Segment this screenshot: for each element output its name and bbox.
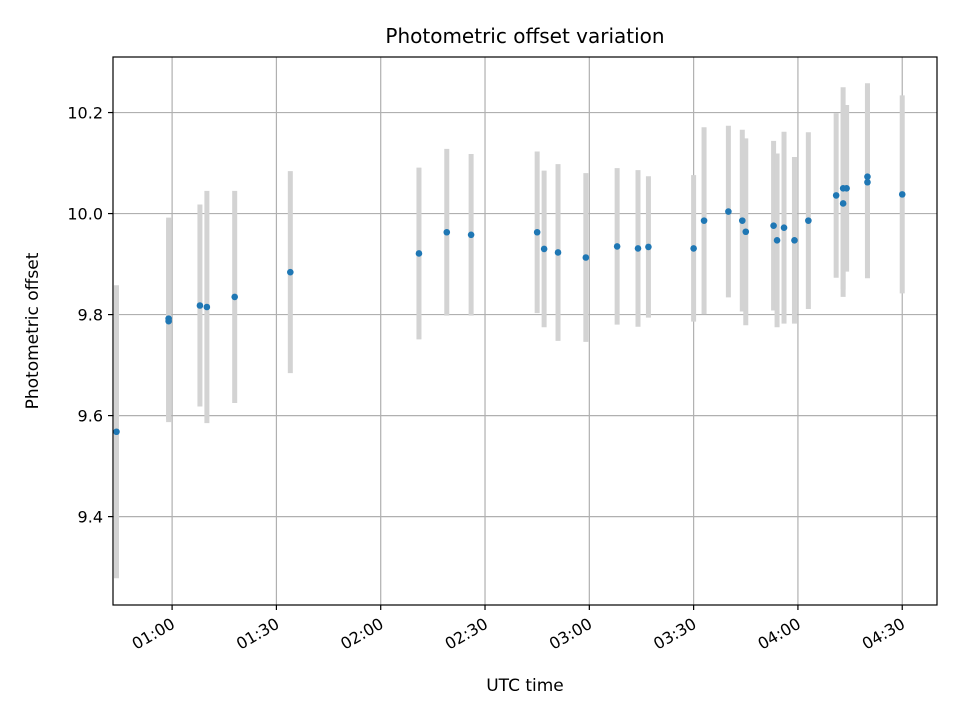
point-layer: [113, 173, 906, 436]
data-point: [645, 243, 652, 251]
data-point: [467, 231, 475, 239]
y-tick-label: 9.4: [78, 508, 103, 527]
x-axis-title: UTC time: [486, 676, 564, 696]
data-point: [742, 228, 750, 236]
data-point: [832, 192, 840, 199]
data-point: [165, 315, 172, 322]
data-point: [443, 228, 451, 236]
y-tick-label: 9.6: [78, 407, 103, 426]
data-point: [864, 178, 871, 186]
data-point: [203, 303, 211, 311]
data-point: [613, 243, 621, 250]
data-point: [196, 302, 204, 309]
y-tick-label: 10.2: [67, 104, 103, 123]
data-point: [113, 428, 120, 436]
data-point: [415, 250, 423, 257]
data-point: [864, 173, 871, 181]
data-point: [287, 268, 294, 276]
plot-frame: [112, 56, 938, 606]
data-point: [554, 249, 562, 256]
y-axis: 9.4 9.6 9.8 10.0 10.2: [67, 104, 113, 527]
chart-title: Photometric offset variation: [385, 24, 664, 48]
data-point: [898, 191, 906, 198]
y-tick-label: 9.8: [78, 306, 103, 325]
data-point: [582, 254, 590, 261]
data-point: [540, 245, 548, 253]
data-point: [839, 200, 847, 207]
y-axis-title: Photometric offset: [23, 252, 43, 409]
data-point: [791, 237, 798, 244]
data-point: [700, 217, 708, 224]
data-point: [773, 237, 781, 244]
data-point: [634, 245, 642, 252]
data-point: [770, 222, 777, 229]
data-point: [690, 245, 697, 252]
data-point: [725, 208, 732, 215]
data-point: [780, 224, 788, 232]
data-point: [533, 228, 541, 236]
grid-layer: [113, 57, 937, 605]
data-point: [843, 185, 850, 192]
y-tick-label: 10.0: [67, 205, 103, 224]
data-point: [738, 217, 746, 224]
data-point: [805, 217, 812, 224]
data-point: [231, 293, 238, 301]
